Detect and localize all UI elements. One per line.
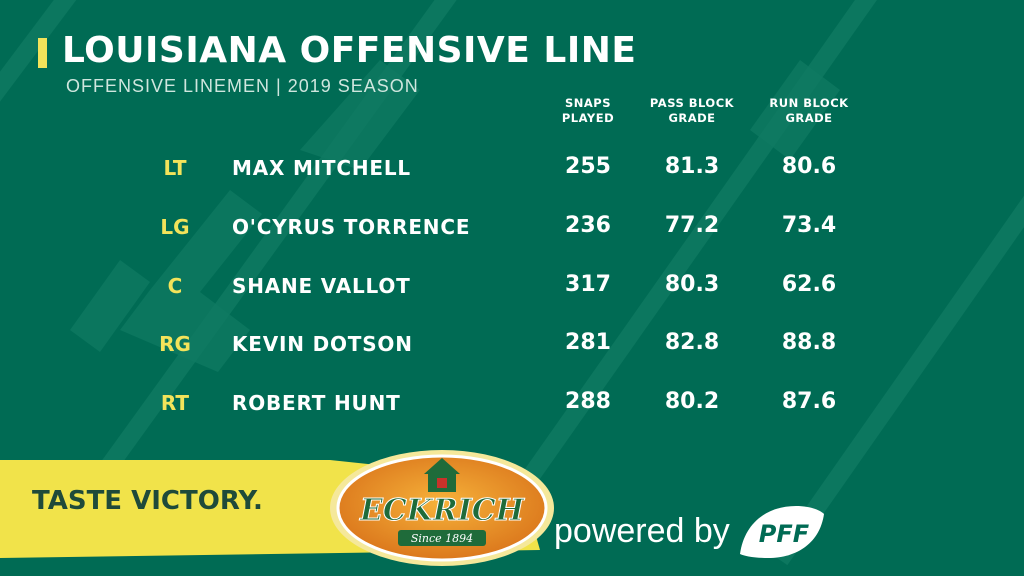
pff-logo: PFF bbox=[740, 506, 824, 558]
house-icon bbox=[424, 458, 460, 492]
run-block-value: 73.4 bbox=[781, 213, 837, 238]
svg-text:ECKRICH: ECKRICH bbox=[359, 493, 526, 528]
pass-block-value: 80.3 bbox=[664, 272, 720, 297]
col-header-snaps: SNAPS PLAYED bbox=[561, 96, 615, 125]
run-block-value: 88.8 bbox=[781, 330, 837, 355]
snaps-value: 281 bbox=[565, 330, 611, 355]
col-header-pass-block: PASS BLOCK GRADE bbox=[649, 96, 735, 125]
page-subtitle: OFFENSIVE LINEMEN | 2019 SEASON bbox=[66, 76, 419, 96]
powered-by-label: powered by bbox=[554, 512, 730, 550]
position-label: LG bbox=[160, 215, 190, 239]
eckrich-logo: ECKRICH Since 1894 bbox=[330, 450, 554, 566]
table-row: RT ROBERT HUNT 288 80.2 87.6 bbox=[0, 383, 1024, 423]
pass-block-value: 77.2 bbox=[664, 213, 720, 238]
snaps-value: 255 bbox=[565, 154, 611, 179]
player-name: KEVIN DOTSON bbox=[232, 332, 413, 356]
pass-block-value: 80.2 bbox=[664, 389, 720, 414]
snaps-value: 317 bbox=[565, 272, 611, 297]
page-title: LOUISIANA OFFENSIVE LINE bbox=[62, 30, 637, 71]
position-label: RG bbox=[159, 332, 191, 356]
snaps-value: 288 bbox=[565, 389, 611, 414]
player-name: O'CYRUS TORRENCE bbox=[232, 215, 471, 239]
table-row: LG O'CYRUS TORRENCE 236 77.2 73.4 bbox=[0, 207, 1024, 247]
position-label: RT bbox=[160, 391, 190, 415]
player-name: SHANE VALLOT bbox=[232, 274, 411, 298]
title-marker bbox=[38, 38, 47, 68]
sponsor-tagline: TASTE VICTORY. bbox=[32, 486, 263, 516]
snaps-value: 236 bbox=[565, 213, 611, 238]
table-row: C SHANE VALLOT 317 80.3 62.6 bbox=[0, 266, 1024, 306]
svg-text:Since 1894: Since 1894 bbox=[411, 532, 473, 545]
col-header-run-block: RUN BLOCK GRADE bbox=[769, 96, 849, 125]
position-label: C bbox=[167, 274, 183, 298]
player-name: MAX MITCHELL bbox=[232, 156, 411, 180]
run-block-value: 62.6 bbox=[781, 272, 837, 297]
svg-text:PFF: PFF bbox=[759, 520, 810, 548]
pass-block-value: 81.3 bbox=[664, 154, 720, 179]
run-block-value: 87.6 bbox=[781, 389, 837, 414]
player-name: ROBERT HUNT bbox=[232, 391, 401, 415]
run-block-value: 80.6 bbox=[781, 154, 837, 179]
table-row: LT MAX MITCHELL 255 81.3 80.6 bbox=[0, 148, 1024, 188]
pass-block-value: 82.8 bbox=[664, 330, 720, 355]
table-row: RG KEVIN DOTSON 281 82.8 88.8 bbox=[0, 324, 1024, 364]
position-label: LT bbox=[163, 156, 187, 180]
